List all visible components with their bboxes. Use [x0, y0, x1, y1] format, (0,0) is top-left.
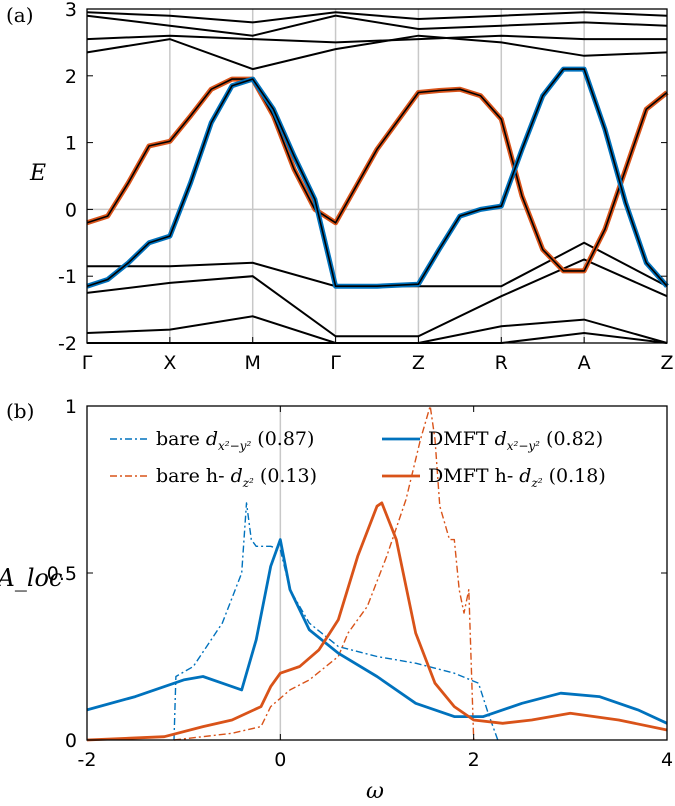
x-tick-label: 4: [661, 749, 673, 771]
band-structure-panel: (a) -2 -1 0 1 2 3 Γ X M Γ Z R A Z E: [6, 0, 674, 374]
orbital-weights: [86, 66, 669, 289]
band-y-ticks: -2 -1 0 1 2 3: [58, 0, 667, 355]
spectral-y-label-text: A_loc: [0, 564, 62, 592]
k-point-label: M: [245, 352, 261, 374]
k-point-label: Z: [412, 352, 425, 374]
legend-entry: bare dx²−y² (0.87): [156, 428, 314, 453]
band-grid: [87, 9, 667, 343]
dft-bands: [86, 11, 668, 344]
k-point-label: Γ: [330, 352, 341, 374]
spectral-lines: [86, 405, 668, 742]
weight-band-orange: [86, 76, 669, 274]
legend-entry: bare h- dz² (0.13): [156, 465, 317, 490]
weight-band-blue: [86, 66, 669, 289]
y-tick-label: -1: [58, 266, 77, 288]
spectral-function-panel: (b) 00.51 -2 0 2 4 A_loc ω bare dx²−y² (0.8…: [0, 396, 673, 804]
y-tick-label: -2: [58, 333, 77, 355]
spectral-axes-box: [86, 405, 668, 741]
panel-label-a: (a): [6, 3, 34, 27]
spectral-x-label: ω: [366, 779, 384, 804]
band-line: [86, 315, 668, 344]
x-tick-label: -2: [78, 749, 97, 771]
y-tick-label: 2: [65, 66, 77, 88]
x-tick-label: 0: [274, 749, 286, 771]
band-line: [87, 241, 668, 288]
band-line: [86, 258, 668, 338]
band-line: [86, 78, 668, 272]
y-tick-label: 0.5: [47, 563, 77, 585]
k-point-label: X: [163, 352, 176, 374]
band-line: [86, 34, 667, 44]
y-tick-label: 1: [65, 133, 77, 155]
panel-label-b: (b): [6, 399, 34, 423]
y-tick-label: 0: [65, 730, 77, 752]
y-tick-label: 1: [65, 396, 77, 418]
legend-entry: DMFT h- dz² (0.18): [428, 465, 606, 490]
band-line: [87, 331, 668, 344]
band-y-label: E: [29, 161, 46, 186]
k-point-label: Z: [660, 352, 673, 374]
legend: bare dx²−y² (0.87) DMFT dx²−y² (0.82) bare…: [110, 428, 606, 490]
band-line: [86, 68, 668, 287]
spectral-y-label: A_loc: [0, 564, 62, 592]
band-line: [86, 34, 668, 71]
y-tick-label: 3: [65, 0, 77, 21]
y-tick-label: 0: [65, 199, 77, 221]
dmft-blue-line: [86, 538, 668, 725]
k-point-label: R: [495, 352, 508, 374]
dmft-orange-line: [86, 501, 668, 742]
band-axes-box: [86, 8, 668, 344]
bare-blue-line: [173, 502, 499, 741]
x-tick-label: 2: [468, 749, 480, 771]
band-line: [86, 11, 668, 24]
band-line: [86, 14, 668, 37]
k-point-label: Γ: [82, 352, 93, 374]
legend-entry: DMFT dx²−y² (0.82): [428, 428, 603, 453]
k-point-label: A: [578, 352, 591, 374]
bare-orange-line: [173, 405, 475, 741]
